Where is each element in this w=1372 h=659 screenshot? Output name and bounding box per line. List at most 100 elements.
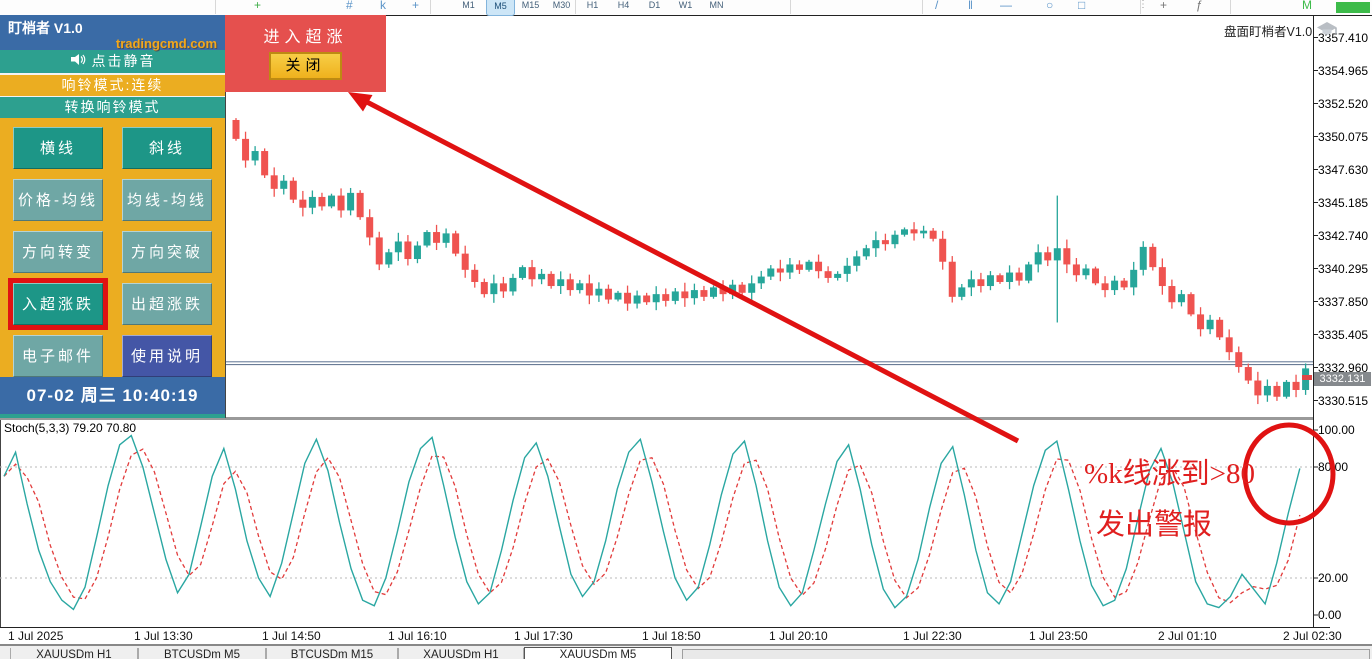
panel-button-9[interactable]: 电子邮件 [13, 335, 103, 377]
switch-ring-mode-button[interactable]: 转换响铃模式 [0, 96, 225, 118]
toolbar-separator [1230, 0, 1231, 14]
timeframe-M1[interactable]: M1 [462, 0, 475, 10]
price-axis-label: 3340.295 [1318, 261, 1369, 276]
toolbar-separator [922, 0, 923, 14]
toolbar-separator [215, 0, 216, 14]
stoch-axis-label: 20.00 [1318, 571, 1349, 585]
current-price-badge: 3332.131 [1314, 371, 1371, 386]
panel-clock: 07-02 周三 10:40:19 [0, 377, 225, 414]
zoom-in-icon[interactable]: + [1160, 0, 1168, 12]
candlestick-series [232, 118, 1310, 405]
indicators-icon[interactable]: ƒ [1196, 0, 1203, 12]
time-axis-label: 1 Jul 13:30 [134, 629, 193, 643]
stoch-axis-label: 100.00 [1318, 423, 1355, 437]
price-axis-label: 3330.515 [1318, 393, 1369, 408]
time-axis-label: 1 Jul 20:10 [769, 629, 828, 643]
chart-tab-bar: XAUUSDm H1 BTCUSDm M5 BTCUSDm M15 XAUUSDm H… [0, 645, 1372, 659]
stoch-axis-label: 0.00 [1318, 608, 1342, 622]
time-axis-label: 1 Jul 23:50 [1029, 629, 1088, 643]
close-button[interactable]: 关闭 [269, 52, 342, 80]
hline-icon[interactable]: — [1000, 0, 1012, 12]
watcher-panel: 盯梢者 V1.0 tradingcmd.com 点击静音 响铃模式:连续 转换响… [0, 15, 225, 418]
price-axis-label: 3337.850 [1318, 294, 1369, 309]
tab-xauusdm-h1[interactable]: XAUUSDm H1 [10, 648, 138, 659]
toolbar-more-dots[interactable]: ⋮ [1138, 0, 1148, 10]
top-toolbar: + # k + / ‖ — ○ □ + ƒ M M1 M5 M15 M30 H1 H4 D1 W1 MN ⋮ [0, 0, 1372, 16]
panel-header: 盯梢者 V1.0 tradingcmd.com [0, 15, 225, 51]
levels-icon[interactable]: M [1302, 0, 1312, 12]
price-axis-label: 3347.630 [1318, 162, 1369, 177]
time-axis-label: 1 Jul 2025 [8, 629, 64, 643]
toolbar-separator [575, 0, 576, 14]
mute-button[interactable]: 点击静音 [0, 50, 225, 73]
toolbar-separator [790, 0, 791, 14]
timeframe-M5[interactable]: M5 [486, 0, 515, 16]
panel-title: 盯梢者 V1.0 [8, 20, 83, 36]
annotation-text-1: %k线涨到>80 [1084, 458, 1256, 490]
trendline-icon[interactable]: / [935, 0, 939, 12]
tab-xauusdm-h1[interactable]: XAUUSDm H1 [398, 648, 524, 659]
panel-site-link[interactable]: tradingcmd.com [115, 36, 217, 51]
tab-btcusdm-m15[interactable]: BTCUSDm M15 [266, 648, 398, 659]
panel-button-8[interactable]: 出超涨跌 [122, 283, 212, 325]
cursor-icon[interactable]: k [380, 0, 386, 12]
toolbar-separator [1140, 0, 1141, 14]
indicator-label: Stoch(5,3,3) 79.20 70.80 [4, 421, 137, 435]
timeframe-M30[interactable]: M30 [552, 0, 571, 10]
panel-button-7[interactable]: 入超涨跌 [13, 283, 103, 325]
panel-button-2[interactable]: 斜线 [122, 127, 212, 169]
panel-bottom-strip [0, 414, 225, 418]
ring-mode-status: 响铃模式:连续 [0, 75, 225, 96]
timeframe-H1[interactable]: H1 [586, 0, 599, 10]
shapes-icon[interactable]: □ [1078, 0, 1086, 12]
timeframe-W1[interactable]: W1 [678, 0, 693, 10]
toolbar-separator [430, 0, 431, 14]
time-axis-label: 1 Jul 17:30 [514, 629, 573, 643]
price-axis-label: 3352.520 [1318, 96, 1369, 111]
stoch-axis-label: 80.00 [1318, 460, 1349, 474]
panel-button-4[interactable]: 均线-均线 [122, 179, 212, 221]
panel-button-6[interactable]: 方向突破 [122, 231, 212, 273]
overbought-alert-popup: 进入超涨 关闭 [225, 15, 386, 92]
time-axis-label: 2 Jul 01:10 [1158, 629, 1217, 643]
divider [0, 73, 225, 75]
price-axis-label: 3357.410 [1318, 30, 1369, 45]
panel-button-grid: 横线 斜线 价格-均线 均线-均线 方向转变 方向突破 入超涨跌 出超涨跌 电子邮件 使用说明 [0, 118, 225, 377]
speaker-icon [70, 50, 86, 73]
attach-icon[interactable]: + [254, 0, 262, 12]
price-axis-label: 3354.965 [1318, 63, 1369, 78]
panel-button-10[interactable]: 使用说明 [122, 335, 212, 377]
panel-button-3[interactable]: 价格-均线 [13, 179, 103, 221]
annotation-text-2: 发出警报 [1096, 509, 1213, 541]
chart-grid-icon[interactable]: # [346, 0, 353, 12]
ellipse-icon[interactable]: ○ [1046, 0, 1054, 12]
timeframe-MN[interactable]: MN [709, 0, 724, 10]
graduation-cap-icon [1316, 21, 1338, 40]
watermark-text: 盘面盯梢者V1.0 [1224, 25, 1313, 39]
time-axis-label: 1 Jul 18:50 [642, 629, 701, 643]
stochastic-series [0, 434, 1313, 611]
mute-label: 点击静音 [91, 53, 156, 69]
timeframe-M15[interactable]: M15 [521, 0, 540, 10]
tab-btcusdm-m5[interactable]: BTCUSDm M5 [138, 648, 266, 659]
market-watch-indicator [1336, 2, 1370, 13]
timeframe-D1[interactable]: D1 [648, 0, 661, 10]
timeframe-H4[interactable]: H4 [617, 0, 630, 10]
time-axis-label: 1 Jul 22:30 [903, 629, 962, 643]
tab-bar-empty-area [682, 649, 1370, 659]
price-axis-label: 3342.740 [1318, 228, 1369, 243]
price-axis-label: 3350.075 [1318, 129, 1369, 144]
channel-icon[interactable]: ‖ [968, 0, 973, 12]
time-axis-label: 1 Jul 14:50 [262, 629, 321, 643]
time-axis-label: 2 Jul 02:30 [1283, 629, 1342, 643]
panel-button-1[interactable]: 横线 [13, 127, 103, 169]
tab-xauusdm-m5[interactable]: XAUUSDm M5 [524, 647, 672, 659]
panel-button-5[interactable]: 方向转变 [13, 231, 103, 273]
price-axis-label: 3335.405 [1318, 327, 1369, 342]
chart-watermark: 盘面盯梢者V1.0 [1224, 21, 1338, 40]
popup-title: 进入超涨 [263, 29, 348, 46]
time-axis-label: 1 Jul 16:10 [388, 629, 447, 643]
crosshair-icon[interactable]: + [412, 0, 420, 12]
